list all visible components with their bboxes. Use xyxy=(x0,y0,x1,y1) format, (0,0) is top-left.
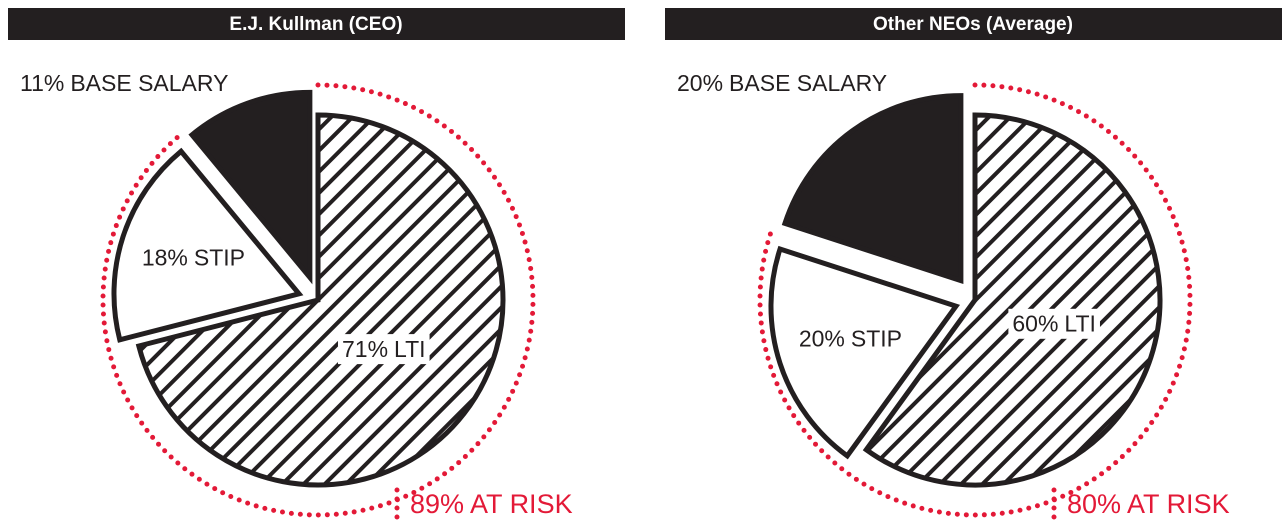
slice-label: 71% LTI xyxy=(342,336,426,362)
slice-label-group: 71% LTI xyxy=(337,334,430,365)
slice-label-group: 18% STIP xyxy=(137,242,249,273)
slice-category-label: BASE SALARY xyxy=(70,70,228,96)
slice-value-label: 71% xyxy=(342,336,388,362)
slice-category-label: STIP xyxy=(194,245,245,271)
slice-category-label: LTI xyxy=(1064,311,1096,337)
label-background xyxy=(1008,308,1100,339)
slice-value-label: 11% xyxy=(20,70,64,96)
slice-label: 60% LTI xyxy=(1012,311,1096,337)
slice-category-label: LTI xyxy=(394,336,426,362)
slice-value-label: 20% xyxy=(677,70,723,96)
slice-label-group: 60% LTI xyxy=(1008,308,1100,339)
at-risk-annotation: 80% AT RISK xyxy=(1067,489,1230,519)
label-background xyxy=(137,242,249,273)
at-risk-arc xyxy=(757,82,1193,518)
pie-slice xyxy=(862,112,1163,488)
header-bar xyxy=(665,8,1282,40)
slice-value-label: 18% xyxy=(142,245,188,271)
label-background xyxy=(337,334,430,365)
slice-label-group: 20% BASE SALARY xyxy=(677,70,887,96)
at-risk-annotation: 89% AT RISK xyxy=(410,489,573,519)
slice-label-group: 11% BASE SALARY xyxy=(20,70,228,96)
slice-category-label: STIP xyxy=(851,326,902,352)
header-bar xyxy=(8,8,625,40)
slice-value-label: 60% xyxy=(1012,311,1058,337)
slice-label: 18% STIP xyxy=(142,245,245,271)
pie-slice xyxy=(781,93,964,285)
slice-label: 20% BASE SALARY xyxy=(677,70,887,96)
slice-label-group: 20% STIP xyxy=(794,323,906,354)
slice-label: 20% STIP xyxy=(799,326,902,352)
chart-title: Other NEOs (Average) xyxy=(873,14,1073,35)
at-risk-arc xyxy=(100,82,536,518)
slice-label: 11% BASE SALARY xyxy=(20,70,228,96)
slice-value-label: 20% xyxy=(799,326,845,352)
slice-category-label: BASE SALARY xyxy=(729,70,887,96)
label-background xyxy=(794,323,906,354)
pie-slice xyxy=(188,89,313,285)
pie-slice xyxy=(135,112,506,488)
chart-title: E.J. Kullman (CEO) xyxy=(229,14,402,35)
